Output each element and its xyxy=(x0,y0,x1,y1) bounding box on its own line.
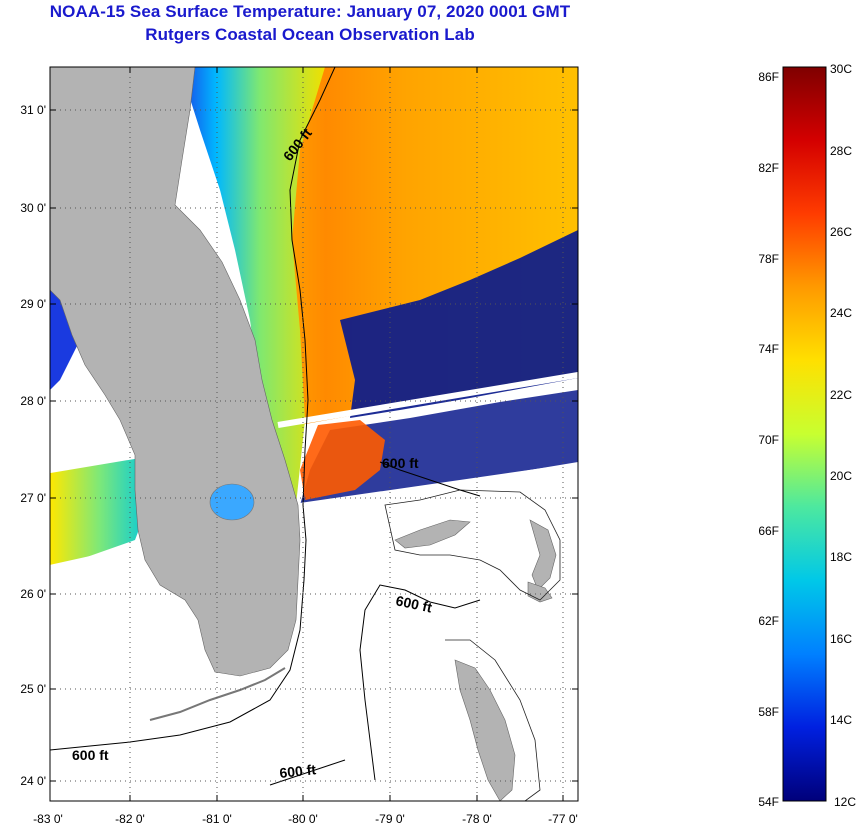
bahamas-grand-bahama xyxy=(394,519,471,549)
colorbar-f-label: 86F xyxy=(758,70,779,84)
sst-warm-patch xyxy=(300,420,385,500)
lon-label: -80 0' xyxy=(288,812,318,826)
scan-gap-line xyxy=(277,372,578,428)
florida-keys xyxy=(149,667,286,721)
isobath-600ft-east xyxy=(50,67,336,751)
lon-label: -78 0' xyxy=(462,812,492,826)
isobath-600ft-bahamas xyxy=(379,461,481,497)
scan-gap-line xyxy=(50,545,141,571)
lake-okeechobee xyxy=(209,483,255,521)
colorbar-c-label: 26C xyxy=(830,225,852,239)
bahamas-andros xyxy=(454,659,516,801)
colorbar-f-label: 58F xyxy=(758,705,779,719)
isobath-600ft-south xyxy=(269,759,346,786)
lat-label: 27 0' xyxy=(20,491,46,505)
lon-label: -79 0' xyxy=(375,812,405,826)
cloud-mask-region xyxy=(340,230,578,418)
scan-gap-line xyxy=(299,463,578,507)
colorbar-c-label: 22C xyxy=(830,388,852,402)
colorbar-c-label: 20C xyxy=(830,469,852,483)
colorbar-c-label: 28C xyxy=(830,144,852,158)
colorbar xyxy=(782,66,827,802)
bahama-bank-outline-south xyxy=(445,639,541,801)
colorbar-c-label: 18C xyxy=(830,550,852,564)
axis-ticks xyxy=(50,67,578,801)
sst-shelf-water xyxy=(180,67,325,505)
contour-label: 600 ft xyxy=(72,747,109,763)
map-subtitle: Rutgers Coastal Ocean Observation Lab xyxy=(145,25,475,44)
lat-label: 30 0' xyxy=(20,201,46,215)
colorbar-f-label: 54F xyxy=(758,795,779,809)
bahama-bank-outline xyxy=(384,489,561,601)
florida-land xyxy=(50,67,301,677)
lon-label: -83 0' xyxy=(33,812,63,826)
contour-label: 600 ft xyxy=(279,761,317,781)
graticule xyxy=(50,67,578,801)
lon-label: -82 0' xyxy=(115,812,145,826)
scan-gap-line xyxy=(50,452,141,473)
lon-label: -81 0' xyxy=(202,812,232,826)
colorbar-f-label: 62F xyxy=(758,614,779,628)
contour-label: 600 ft xyxy=(394,592,433,615)
plot-frame xyxy=(49,66,579,802)
colorbar-c-label: 30C xyxy=(830,62,852,76)
colorbar-c-label: 12C xyxy=(834,795,856,809)
sst-gulf-water xyxy=(50,455,150,570)
lat-label: 28 0' xyxy=(20,394,46,408)
lat-label: 26 0' xyxy=(20,587,46,601)
isobath-600ft-tongue xyxy=(359,584,481,781)
colorbar-c-label: 24C xyxy=(830,306,852,320)
map-title: NOAA-15 Sea Surface Temperature: January… xyxy=(49,2,571,21)
colorbar-f-label: 74F xyxy=(758,342,779,356)
lat-label: 24 0' xyxy=(20,774,46,788)
contour-label: 600 ft xyxy=(382,455,419,471)
bahamas-abaco xyxy=(529,519,557,591)
colorbar-f-label: 78F xyxy=(758,252,779,266)
colorbar-f-label: 66F xyxy=(758,524,779,538)
colorbar-c-label: 16C xyxy=(830,632,852,646)
lat-label: 29 0' xyxy=(20,297,46,311)
lat-label: 25 0' xyxy=(20,682,46,696)
lon-label: -77 0' xyxy=(548,812,578,826)
lat-label: 31 0' xyxy=(20,103,46,117)
colorbar-c-label: 14C xyxy=(830,713,852,727)
colorbar-f-label: 70F xyxy=(758,433,779,447)
colorbar-f-label: 82F xyxy=(758,161,779,175)
